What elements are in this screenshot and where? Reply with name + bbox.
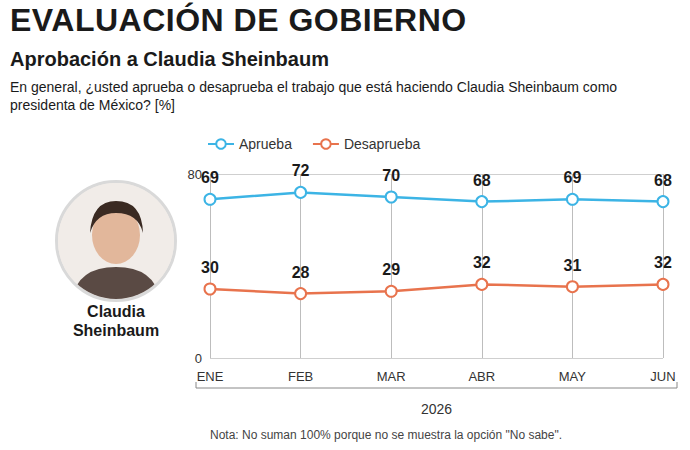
svg-text:FEB: FEB [288,369,313,384]
html-text:Nota: No suman 100% porque no: Nota: No suman 100% porque no se muestra… [210,428,563,442]
svg-text:32: 32 [654,254,672,271]
svg-text:Aprueba: Aprueba [239,136,292,152]
svg-text:68: 68 [473,172,491,189]
svg-text:Desaprueba: Desaprueba [344,136,420,152]
svg-text:69: 69 [201,169,219,186]
svg-text:30: 30 [201,259,219,276]
svg-text:0: 0 [195,351,202,366]
svg-text:MAY: MAY [559,369,587,384]
svg-text:28: 28 [292,264,310,281]
svg-text:31: 31 [564,257,582,274]
svg-text:32: 32 [473,254,491,271]
svg-text:72: 72 [292,162,310,179]
svg-text:68: 68 [654,172,672,189]
svg-text:2026: 2026 [421,401,452,417]
svg-text:ENE: ENE [197,369,224,384]
html-text:En general, ¿usted aprueba o d: En general, ¿usted aprueba o desaprueba … [10,79,618,113]
svg-text:80: 80 [188,167,202,182]
svg-text:29: 29 [382,261,400,278]
svg-text:JUN: JUN [650,369,675,384]
html-text:Claudia Sheinbaum: Claudia Sheinbaum [72,303,160,339]
html-text:Aprobación a Claudia Sheinbaum: Aprobación a Claudia Sheinbaum [10,48,329,70]
svg-text:70: 70 [382,167,400,184]
svg-text:MAR: MAR [377,369,406,384]
html-text:EVALUACIÓN DE GOBIERNO: EVALUACIÓN DE GOBIERNO [10,2,467,38]
svg-text:ABR: ABR [468,369,495,384]
svg-text:69: 69 [564,169,582,186]
